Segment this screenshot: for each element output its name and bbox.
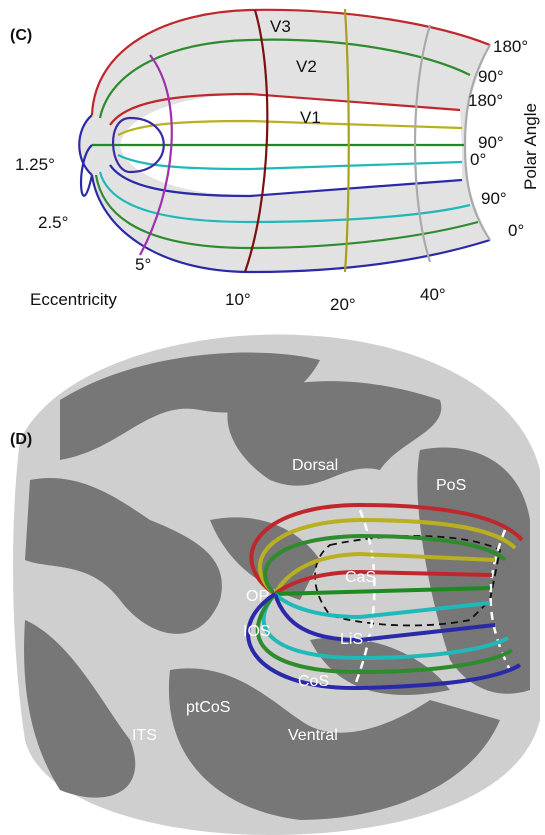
area-label: V3	[270, 17, 291, 36]
region-label: PoS	[436, 477, 466, 494]
region-label: IOS	[243, 623, 271, 640]
region-label: CaS	[345, 569, 376, 586]
polar-label: 0°	[508, 221, 524, 240]
region-label: ITS	[132, 727, 157, 744]
region-label: OP	[246, 588, 269, 605]
region-label: LiS	[340, 631, 363, 648]
region-label: Ventral	[288, 727, 338, 744]
polar-label: 90°	[481, 189, 507, 208]
panel-label: (D)	[10, 431, 32, 448]
area-label: V1	[300, 108, 321, 127]
area-label: V2	[296, 57, 317, 76]
panel-label: (C)	[10, 27, 32, 44]
polar-label: 180°	[468, 91, 503, 110]
figure: (C) V3 V2 V1 180° 90° 180° 90° 0° 90° 0°…	[0, 0, 545, 835]
ecc-label: 10°	[225, 290, 251, 309]
polar-title: Polar Angle	[521, 103, 540, 190]
ecc-label: 1.25°	[15, 155, 55, 174]
ecc-label: 5°	[135, 255, 151, 274]
region-label: CoS	[298, 673, 329, 690]
polar-label: 180°	[493, 37, 528, 56]
region-label: Dorsal	[292, 457, 338, 474]
ecc-label: 2.5°	[38, 213, 68, 232]
polar-label: 90°	[478, 67, 504, 86]
panel-d: (D) Dorsal PoS CaS OP IOS LiS CoS ptCoS …	[10, 334, 540, 835]
panel-c: (C) V3 V2 V1 180° 90° 180° 90° 0° 90° 0°…	[10, 9, 540, 314]
polar-label: 0°	[470, 150, 486, 169]
region-label: ptCoS	[186, 699, 230, 716]
ecc-title: Eccentricity	[30, 290, 117, 309]
ecc-label: 40°	[420, 285, 446, 304]
ecc-label: 20°	[330, 295, 356, 314]
